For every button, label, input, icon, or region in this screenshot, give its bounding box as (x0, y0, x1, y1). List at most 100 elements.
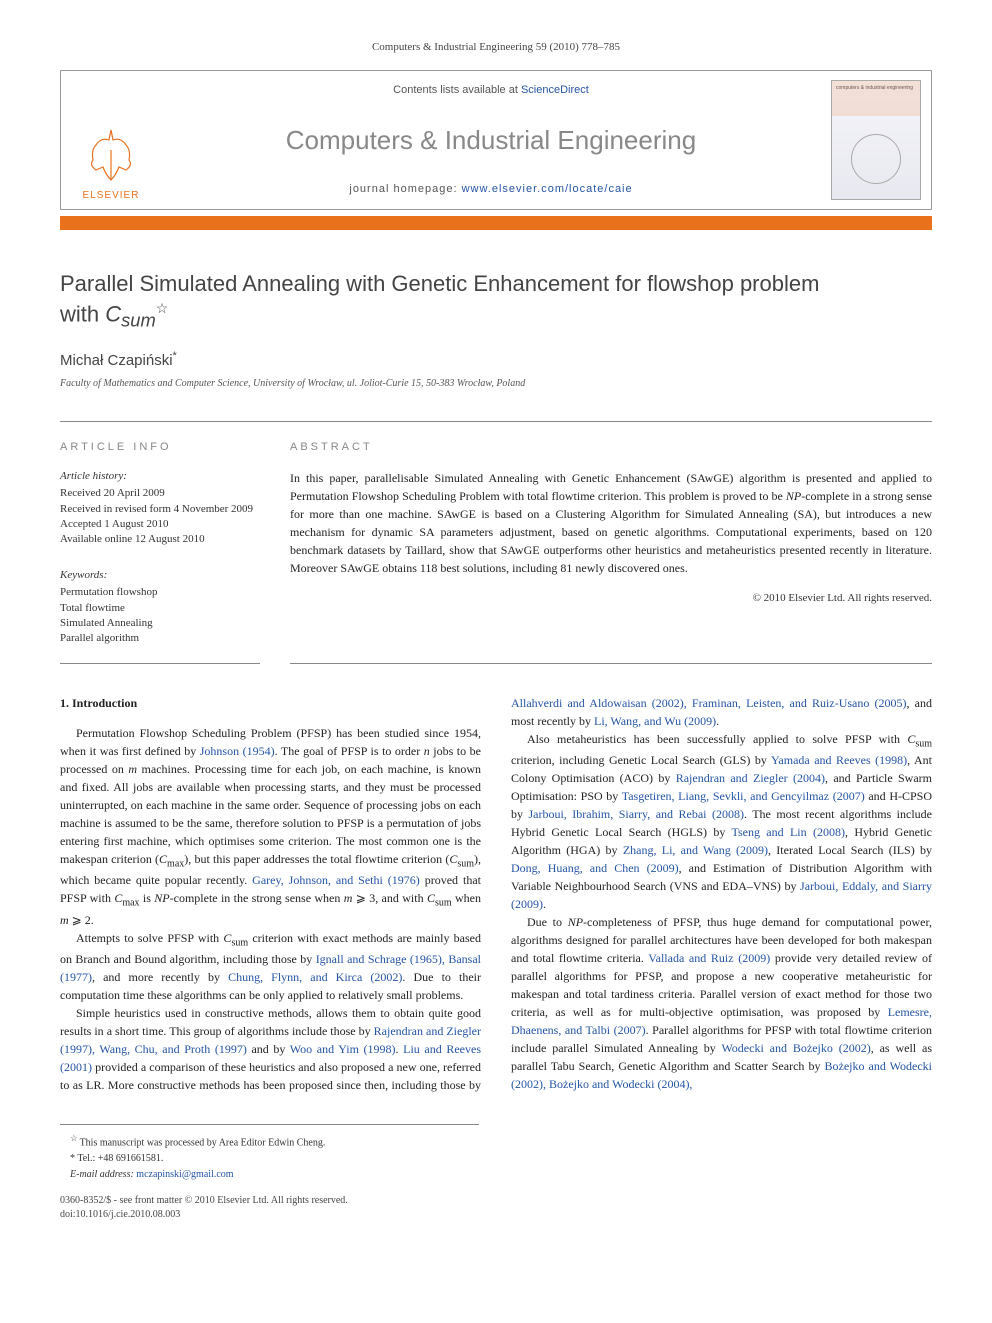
keyword-item: Total flowtime (60, 601, 260, 616)
body-two-column: 1. Introduction Permutation Flowshop Sch… (60, 694, 932, 1094)
article-history-block: Article history: Received 20 April 2009 … (60, 469, 260, 548)
homepage-prefix: journal homepage: (349, 183, 461, 195)
title-footnote-star: ☆ (156, 300, 169, 316)
citation-link[interactable]: Rajendran and Ziegler (2004) (676, 771, 825, 785)
citation-link[interactable]: Garey, Johnson, and Sethi (1976) (252, 873, 420, 887)
citation-link[interactable]: Dong, Huang, and Chen (2009) (511, 861, 679, 875)
footnote-editor: ☆ This manuscript was processed by Area … (60, 1133, 479, 1150)
body-text: . (543, 897, 546, 911)
body-text: ⩾ 2. (69, 913, 94, 927)
contents-prefix: Contents lists available at (393, 84, 521, 96)
section-1-heading: 1. Introduction (60, 694, 481, 712)
history-online: Available online 12 August 2010 (60, 532, 260, 547)
footnote-tel: * Tel.: +48 691661581. (60, 1152, 479, 1166)
body-text: , and more recently by (92, 970, 228, 984)
body-text: Also metaheuristics has been successfull… (527, 732, 907, 746)
history-head: Article history: (60, 469, 260, 484)
body-sub: sum (457, 858, 474, 869)
body-paragraph: Permutation Flowshop Scheduling Problem … (60, 724, 481, 929)
page-footer: 0360-8352/$ - see front matter © 2010 El… (60, 1194, 932, 1222)
citation-link[interactable]: Allahverdi and Aldowaisan (2002), Framin… (511, 696, 907, 710)
citation-link[interactable]: Johnson (1954) (200, 744, 275, 758)
body-np: NP (568, 915, 583, 929)
citation-link[interactable]: Li, Wang, and Wu (2009) (594, 714, 716, 728)
journal-cover-block: computers & industrial engineering (821, 71, 931, 209)
contents-available-line: Contents lists available at ScienceDirec… (393, 83, 589, 98)
citation-link[interactable]: Chung, Flynn, and Kirca (2002) (228, 970, 402, 984)
history-accepted: Accepted 1 August 2010 (60, 517, 260, 532)
body-text: -complete in the strong sense when (170, 891, 344, 905)
body-sub: sum (231, 937, 248, 948)
elsevier-tree-icon (81, 125, 141, 185)
body-text: criterion, including Genetic Local Searc… (511, 753, 771, 767)
fn-text: Tel.: +48 691661581. (77, 1153, 163, 1164)
citation-link[interactable]: Zhang, Li, and Wang (2009) (623, 843, 768, 857)
body-text: Attempts to solve PFSP with (76, 931, 223, 945)
citation-link[interactable]: Jarboui, Ibrahim, Siarry, and Rebai (200… (528, 807, 743, 821)
body-text: when (452, 891, 481, 905)
publisher-logo-block: ELSEVIER (61, 71, 161, 209)
author-name: Michał Czapiński* (60, 349, 932, 371)
citation-link[interactable]: Wodecki and Bożejko (2002) (721, 1041, 870, 1055)
body-text: is (140, 891, 155, 905)
body-sub: sum (915, 738, 932, 749)
fn-text: This manuscript was processed by Area Ed… (80, 1137, 326, 1148)
body-text: . (396, 1042, 404, 1056)
sciencedirect-link[interactable]: ScienceDirect (521, 84, 589, 96)
doi-line: doi:10.1016/j.cie.2010.08.003 (60, 1208, 932, 1222)
body-var: m (60, 913, 69, 927)
body-text: Due to (527, 915, 568, 929)
history-revised: Received in revised form 4 November 2009 (60, 502, 260, 517)
body-var: C (427, 891, 435, 905)
article-info-heading: ARTICLE INFO (60, 440, 260, 455)
history-received: Received 20 April 2009 (60, 486, 260, 501)
body-text: ), but this paper addresses the total fl… (184, 852, 449, 866)
abstract-text: In this paper, parallelisable Simulated … (290, 469, 932, 577)
title-sub: sum (121, 310, 156, 331)
journal-cover-thumbnail: computers & industrial engineering (831, 80, 921, 200)
body-paragraph: Also metaheuristics has been successfull… (511, 730, 932, 913)
issn-line: 0360-8352/$ - see front matter © 2010 El… (60, 1194, 932, 1208)
keyword-item: Simulated Annealing (60, 616, 260, 631)
body-np: NP (154, 891, 169, 905)
author-email-link[interactable]: mczapinski@gmail.com (136, 1169, 233, 1180)
abstract-column: ABSTRACT In this paper, parallelisable S… (290, 440, 932, 664)
footnote-email: E-mail address: mczapinski@gmail.com (60, 1168, 479, 1182)
body-paragraph: Attempts to solve PFSP with Csum criteri… (60, 929, 481, 1004)
title-line-1: Parallel Simulated Annealing with Geneti… (60, 271, 819, 296)
citation-link[interactable]: Vallada and Ruiz (2009) (648, 951, 770, 965)
citation-link[interactable]: Tseng and Lin (2008) (731, 825, 845, 839)
body-text: provided a comparison of these heuristic… (60, 1060, 481, 1092)
journal-homepage-line: journal homepage: www.elsevier.com/locat… (349, 182, 632, 197)
citation-link[interactable]: Woo and Yim (1998) (290, 1042, 396, 1056)
title-var: C (105, 301, 121, 326)
body-sub: max (122, 898, 139, 909)
copyright-line: © 2010 Elsevier Ltd. All rights reserved… (290, 591, 932, 606)
author-affiliation: Faculty of Mathematics and Computer Scie… (60, 377, 932, 391)
journal-homepage-link[interactable]: www.elsevier.com/locate/caie (462, 183, 633, 195)
body-text: and by (247, 1042, 290, 1056)
article-info-column: ARTICLE INFO Article history: Received 2… (60, 440, 260, 664)
header-center: Contents lists available at ScienceDirec… (161, 71, 821, 209)
email-label: E-mail address: (70, 1169, 136, 1180)
body-text: ⩾ 3, and with (352, 891, 427, 905)
journal-header-box: ELSEVIER Contents lists available at Sci… (60, 70, 932, 210)
footnotes-block: ☆ This manuscript was processed by Area … (60, 1124, 479, 1182)
accent-color-bar (60, 216, 932, 230)
fn-marker: ☆ (70, 1134, 80, 1143)
body-text: machines. Processing time for each job, … (60, 762, 481, 866)
corresponding-author-marker: * (173, 350, 177, 362)
paper-title: Parallel Simulated Annealing with Geneti… (60, 270, 932, 332)
body-sub: sum (435, 898, 452, 909)
author-text: Michał Czapiński (60, 352, 173, 369)
title-line-2-prefix: with (60, 301, 105, 326)
keyword-item: Parallel algorithm (60, 631, 260, 646)
info-abstract-row: ARTICLE INFO Article history: Received 2… (60, 421, 932, 664)
keyword-item: Permutation flowshop (60, 585, 260, 600)
keywords-head: Keywords: (60, 568, 260, 583)
citation-link[interactable]: Yamada and Reeves (1998) (771, 753, 907, 767)
citation-link[interactable]: Tasgetiren, Liang, Sevkli, and Gencyilma… (622, 789, 865, 803)
body-text: , Iterated Local Search (ILS) by (768, 843, 932, 857)
keywords-block: Keywords: Permutation flowshop Total flo… (60, 568, 260, 647)
journal-reference: Computers & Industrial Engineering 59 (2… (60, 40, 932, 55)
